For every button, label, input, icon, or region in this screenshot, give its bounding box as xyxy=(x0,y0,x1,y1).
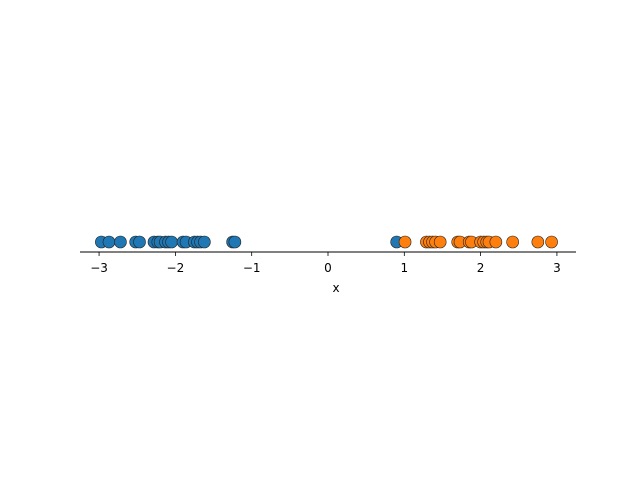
data-point-series-2 xyxy=(506,235,519,249)
x-tick-label: 2 xyxy=(477,261,485,275)
x-tick-label: 0 xyxy=(324,261,332,275)
data-point-series-2 xyxy=(545,235,558,249)
data-point-series-1 xyxy=(165,235,178,249)
x-tick-label: 3 xyxy=(553,261,561,275)
data-point-series-1 xyxy=(114,235,127,249)
data-point-series-2 xyxy=(489,235,503,249)
x-axis-title: x xyxy=(332,281,339,295)
points-layer xyxy=(95,235,558,249)
data-point-series-2 xyxy=(398,235,412,249)
x-tick-label: −1 xyxy=(243,261,261,275)
data-point-series-1 xyxy=(198,235,211,249)
x-tick-label: 1 xyxy=(400,261,408,275)
x-tick-label: −3 xyxy=(90,261,108,275)
data-point-series-2 xyxy=(433,235,447,249)
x-tick-label: −2 xyxy=(167,261,185,275)
data-point-series-1 xyxy=(102,235,116,249)
data-point-series-2 xyxy=(531,235,545,249)
data-point-series-1 xyxy=(133,235,146,249)
x-axis-ticks: −3 −2 −1 0 1 2 3 xyxy=(90,252,561,275)
data-point-series-1 xyxy=(228,235,242,249)
